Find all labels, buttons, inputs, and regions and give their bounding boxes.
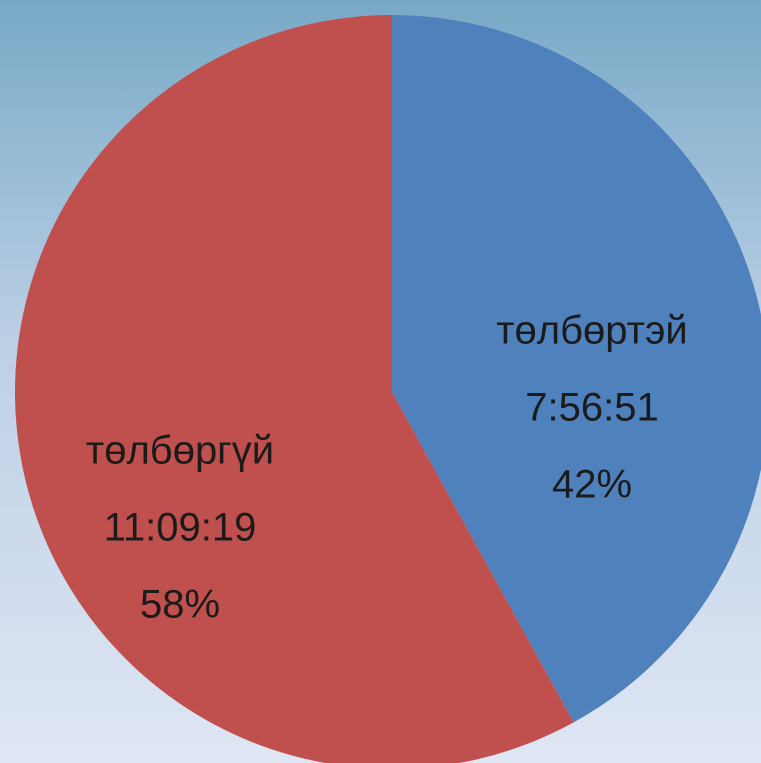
slice-duration-label: 11:09:19 bbox=[104, 506, 257, 550]
slice-percent-label: 42% bbox=[552, 463, 632, 507]
slice-category-label: төлбөргүй bbox=[86, 429, 274, 473]
pie-slice bbox=[392, 15, 761, 723]
slice-duration-label: 7:56:51 bbox=[525, 386, 658, 430]
pie-slice bbox=[15, 15, 574, 763]
slice-category-label: төлбөртэй bbox=[496, 309, 688, 353]
slice-percent-label: 58% bbox=[140, 583, 220, 627]
